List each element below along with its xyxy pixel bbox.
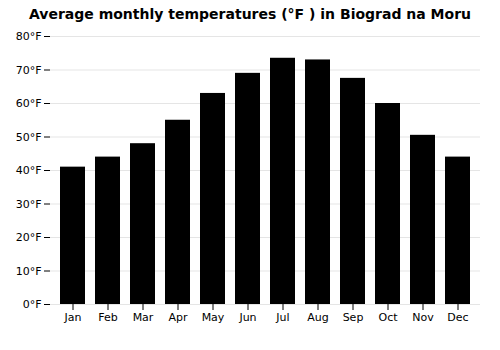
svg-text:May: May (202, 311, 225, 324)
svg-text:10°F: 10°F (16, 265, 42, 278)
svg-text:Jun: Jun (238, 311, 256, 324)
svg-text:Oct: Oct (378, 311, 398, 324)
svg-text:50°F: 50°F (16, 131, 42, 144)
svg-text:80°F: 80°F (16, 30, 42, 43)
svg-text:Nov: Nov (412, 311, 434, 324)
svg-text:Sep: Sep (343, 311, 364, 324)
svg-text:Jul: Jul (275, 311, 289, 324)
svg-text:60°F: 60°F (16, 97, 42, 110)
svg-text:40°F: 40°F (16, 164, 42, 177)
svg-text:Dec: Dec (447, 311, 468, 324)
svg-text:Feb: Feb (98, 311, 117, 324)
svg-text:Mar: Mar (133, 311, 154, 324)
html-text:Average monthly temperatures (: Average monthly temperatures (°F ) in Bi… (29, 6, 471, 22)
svg-text:Apr: Apr (168, 311, 188, 324)
svg-text:20°F: 20°F (16, 231, 42, 244)
svg-text:30°F: 30°F (16, 198, 42, 211)
svg-text:70°F: 70°F (16, 64, 42, 77)
svg-text:0°F: 0°F (23, 298, 42, 311)
svg-text:Jan: Jan (64, 311, 82, 324)
svg-text:Aug: Aug (307, 311, 328, 324)
